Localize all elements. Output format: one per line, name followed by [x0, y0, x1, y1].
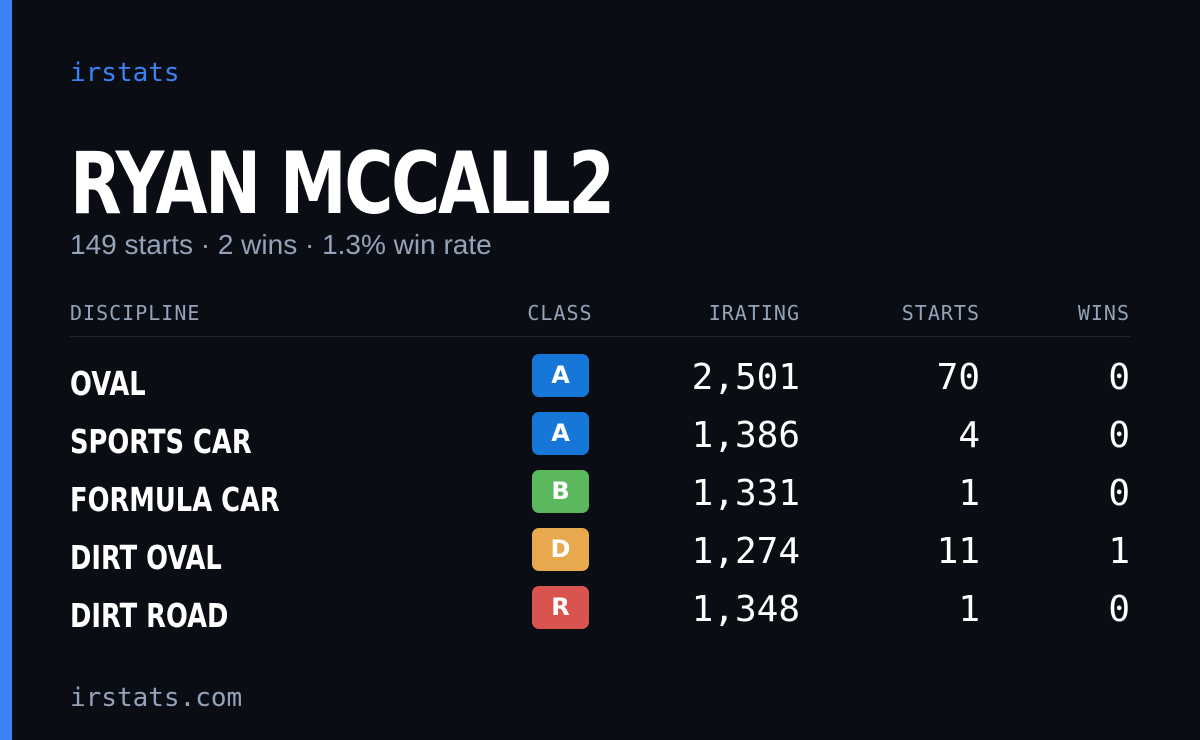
accent-bar	[0, 0, 12, 740]
irating-value: 1,348	[691, 589, 800, 630]
class-badge: A	[532, 354, 589, 397]
wins-value: 0	[1108, 589, 1130, 630]
table-row: DIRT OVAL D 1,274 11 1	[70, 528, 1130, 586]
table-header-row: DISCIPLINE CLASS IRATING STARTS WINS	[70, 296, 1130, 337]
header-discipline: DISCIPLINE	[70, 301, 201, 325]
header-class: CLASS	[527, 301, 593, 325]
starts-value: 4	[958, 415, 980, 456]
discipline-table: DISCIPLINE CLASS IRATING STARTS WINS OVA…	[70, 296, 1130, 644]
driver-name: RYAN MCCALL2	[70, 134, 615, 234]
class-badge: A	[532, 412, 589, 455]
table-row: FORMULA CAR B 1,331 1 0	[70, 470, 1130, 528]
discipline-name: SPORTS CAR	[70, 422, 252, 461]
irating-value: 1,274	[691, 531, 800, 572]
starts-value: 70	[936, 357, 980, 398]
starts-value: 1	[958, 473, 980, 514]
driver-summary: 149 starts · 2 wins · 1.3% win rate	[70, 229, 492, 260]
table-row: SPORTS CAR A 1,386 4 0	[70, 412, 1130, 470]
header-starts: STARTS	[901, 301, 980, 325]
class-badge: B	[532, 470, 589, 513]
irating-value: 1,386	[691, 415, 800, 456]
irating-value: 1,331	[691, 473, 800, 514]
class-badge: R	[532, 586, 589, 629]
wins-value: 0	[1108, 357, 1130, 398]
wins-value: 0	[1108, 415, 1130, 456]
discipline-name: DIRT ROAD	[70, 596, 229, 635]
discipline-name: OVAL	[70, 364, 146, 403]
header-irating: IRATING	[708, 301, 800, 325]
wins-value: 1	[1108, 531, 1130, 572]
starts-value: 11	[936, 531, 980, 572]
wins-value: 0	[1108, 473, 1130, 514]
discipline-name: DIRT OVAL	[70, 538, 222, 577]
table-row: OVAL A 2,501 70 0	[70, 354, 1130, 412]
brand-logo-text: irstats	[70, 58, 180, 88]
irating-value: 2,501	[691, 357, 800, 398]
footer-url: irstats.com	[70, 683, 243, 713]
class-badge: D	[532, 528, 589, 571]
table-body: OVAL A 2,501 70 0 SPORTS CAR A 1,386 4 0…	[70, 337, 1130, 644]
table-row: DIRT ROAD R 1,348 1 0	[70, 586, 1130, 644]
header-wins: WINS	[1077, 301, 1130, 325]
discipline-name: FORMULA CAR	[70, 480, 280, 519]
starts-value: 1	[958, 589, 980, 630]
